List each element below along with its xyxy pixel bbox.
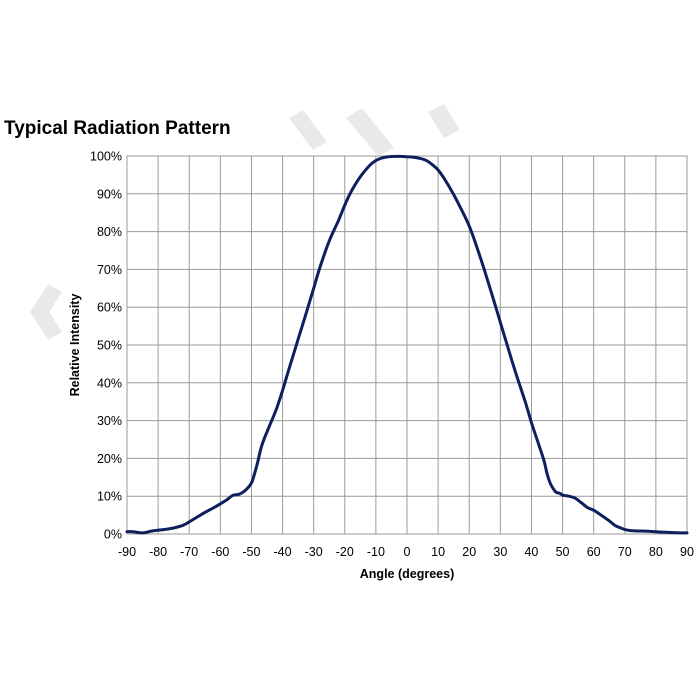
x-tick-label: 0 bbox=[404, 545, 411, 559]
y-tick-label: 40% bbox=[97, 376, 122, 390]
series-line-0 bbox=[125, 154, 689, 535]
y-tick-label: 10% bbox=[97, 490, 122, 504]
x-tick-label: -90 bbox=[118, 545, 136, 559]
x-tick-label: 50 bbox=[556, 545, 570, 559]
y-tick-label: 50% bbox=[97, 339, 122, 353]
chart-title: Typical Radiation Pattern bbox=[4, 118, 231, 139]
x-tick-label: 30 bbox=[493, 545, 507, 559]
x-tick-label: 40 bbox=[524, 545, 538, 559]
y-tick-label: 100% bbox=[90, 150, 122, 164]
x-tick-label: -70 bbox=[180, 545, 198, 559]
x-tick-label: -40 bbox=[274, 545, 292, 559]
x-axis-tick-labels: -90 -80 -70 -60 -50 -40 -30 -20 -10 0 10 20 30 40 50 60… bbox=[118, 545, 694, 559]
x-tick-label: -10 bbox=[367, 545, 385, 559]
x-tick-label: -60 bbox=[211, 545, 229, 559]
x-tick-label: 80 bbox=[649, 545, 663, 559]
x-axis-label: Angle (degrees) bbox=[360, 567, 454, 581]
y-tick-label: 80% bbox=[97, 225, 122, 239]
y-tick-label: 20% bbox=[97, 452, 122, 466]
x-tick-label: 60 bbox=[587, 545, 601, 559]
x-tick-label: 70 bbox=[618, 545, 632, 559]
series-layer bbox=[125, 154, 689, 535]
y-tick-label: 0% bbox=[104, 528, 122, 542]
y-tick-label: 60% bbox=[97, 301, 122, 315]
y-tick-label: 30% bbox=[97, 414, 122, 428]
grid-lines bbox=[126, 155, 688, 535]
x-tick-label: -50 bbox=[242, 545, 260, 559]
x-tick-label: -20 bbox=[336, 545, 354, 559]
y-axis-label: Relative Intensity bbox=[68, 294, 82, 397]
y-tick-label: 90% bbox=[97, 187, 122, 201]
x-tick-label: 10 bbox=[431, 545, 445, 559]
y-axis-tick-labels: 0% 10% 20% 30% 40% 50% 60% 70% 80% 90% 100% bbox=[90, 150, 122, 542]
x-tick-label: 90 bbox=[680, 545, 694, 559]
x-tick-label: -80 bbox=[149, 545, 167, 559]
watermark-shapes bbox=[30, 104, 460, 340]
y-tick-label: 70% bbox=[97, 263, 122, 277]
x-tick-label: -30 bbox=[305, 545, 323, 559]
x-tick-label: 20 bbox=[462, 545, 476, 559]
